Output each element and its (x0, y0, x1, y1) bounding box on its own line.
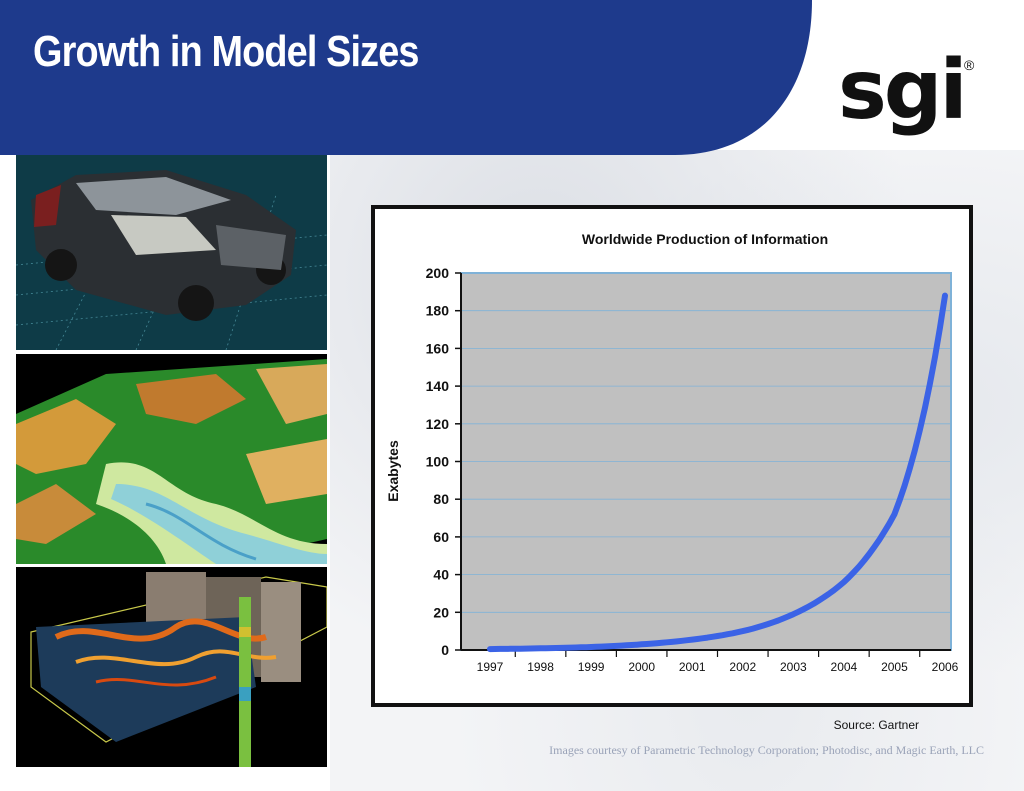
series-line-0 (487, 292, 948, 653)
x-tick-label-2003: 2003 (780, 660, 807, 674)
y-tick-label-140: 140 (426, 378, 450, 394)
plot-area: 0 20 40 60 80 100 120 140 160 180 200 1997 1998 1999 2… (426, 265, 959, 674)
slide-title: Growth in Model Sizes (33, 27, 419, 76)
chart-title: Worldwide Production of Information (582, 231, 828, 247)
y-tick-label-40: 40 (433, 567, 449, 583)
x-tick-label-1999: 1999 (578, 660, 605, 674)
data-point-2006 (944, 295, 946, 297)
image-credit-note: Images courtesy of Parametric Technology… (549, 743, 984, 757)
y-tick-label-80: 80 (433, 491, 449, 507)
y-tick-label-160: 160 (426, 340, 450, 356)
data-point-2001 (691, 639, 693, 641)
y-tick-label-0: 0 (441, 642, 449, 658)
logo-registered-mark: ® (964, 57, 975, 73)
car-cad-model-image (16, 155, 327, 350)
header-band (0, 0, 812, 155)
y-tick-label-100: 100 (426, 454, 450, 470)
x-tick-label-2006: 2006 (932, 660, 959, 674)
production-chart: Worldwide Production of Information Exab… (385, 231, 959, 674)
x-tick-label-1998: 1998 (527, 660, 554, 674)
y-tick-label-180: 180 (426, 303, 450, 319)
data-point-2003 (792, 613, 794, 615)
x-tick-label-2001: 2001 (679, 660, 706, 674)
sgi-logo: sgi ® (838, 40, 978, 150)
y-tick-label-200: 200 (426, 265, 450, 281)
source-note: Source: Gartner (833, 718, 919, 732)
x-tick-label-1997: 1997 (477, 660, 504, 674)
data-point-1999 (590, 646, 592, 648)
y-tick-label-20: 20 (433, 604, 449, 620)
seismic-model-image (16, 567, 327, 767)
x-tick-label-2002: 2002 (729, 660, 756, 674)
data-point-2000 (641, 643, 643, 645)
x-tick-label-2005: 2005 (881, 660, 908, 674)
y-tick-label-120: 120 (426, 416, 450, 432)
logo-text: sgi (838, 43, 965, 138)
data-point-2005 (893, 513, 895, 515)
chart-frame: Worldwide Production of Information Exab… (371, 205, 973, 707)
y-tick-label-60: 60 (433, 529, 449, 545)
data-point-1997 (489, 648, 491, 650)
data-point-2002 (742, 630, 744, 632)
header-band-shape (0, 0, 812, 155)
data-point-1998 (540, 647, 542, 649)
x-tick-label-2000: 2000 (628, 660, 655, 674)
data-point-2004 (843, 581, 845, 583)
terrain-model-image (16, 354, 327, 564)
y-axis-label: Exabytes (385, 440, 401, 502)
x-tick-label-2004: 2004 (831, 660, 858, 674)
